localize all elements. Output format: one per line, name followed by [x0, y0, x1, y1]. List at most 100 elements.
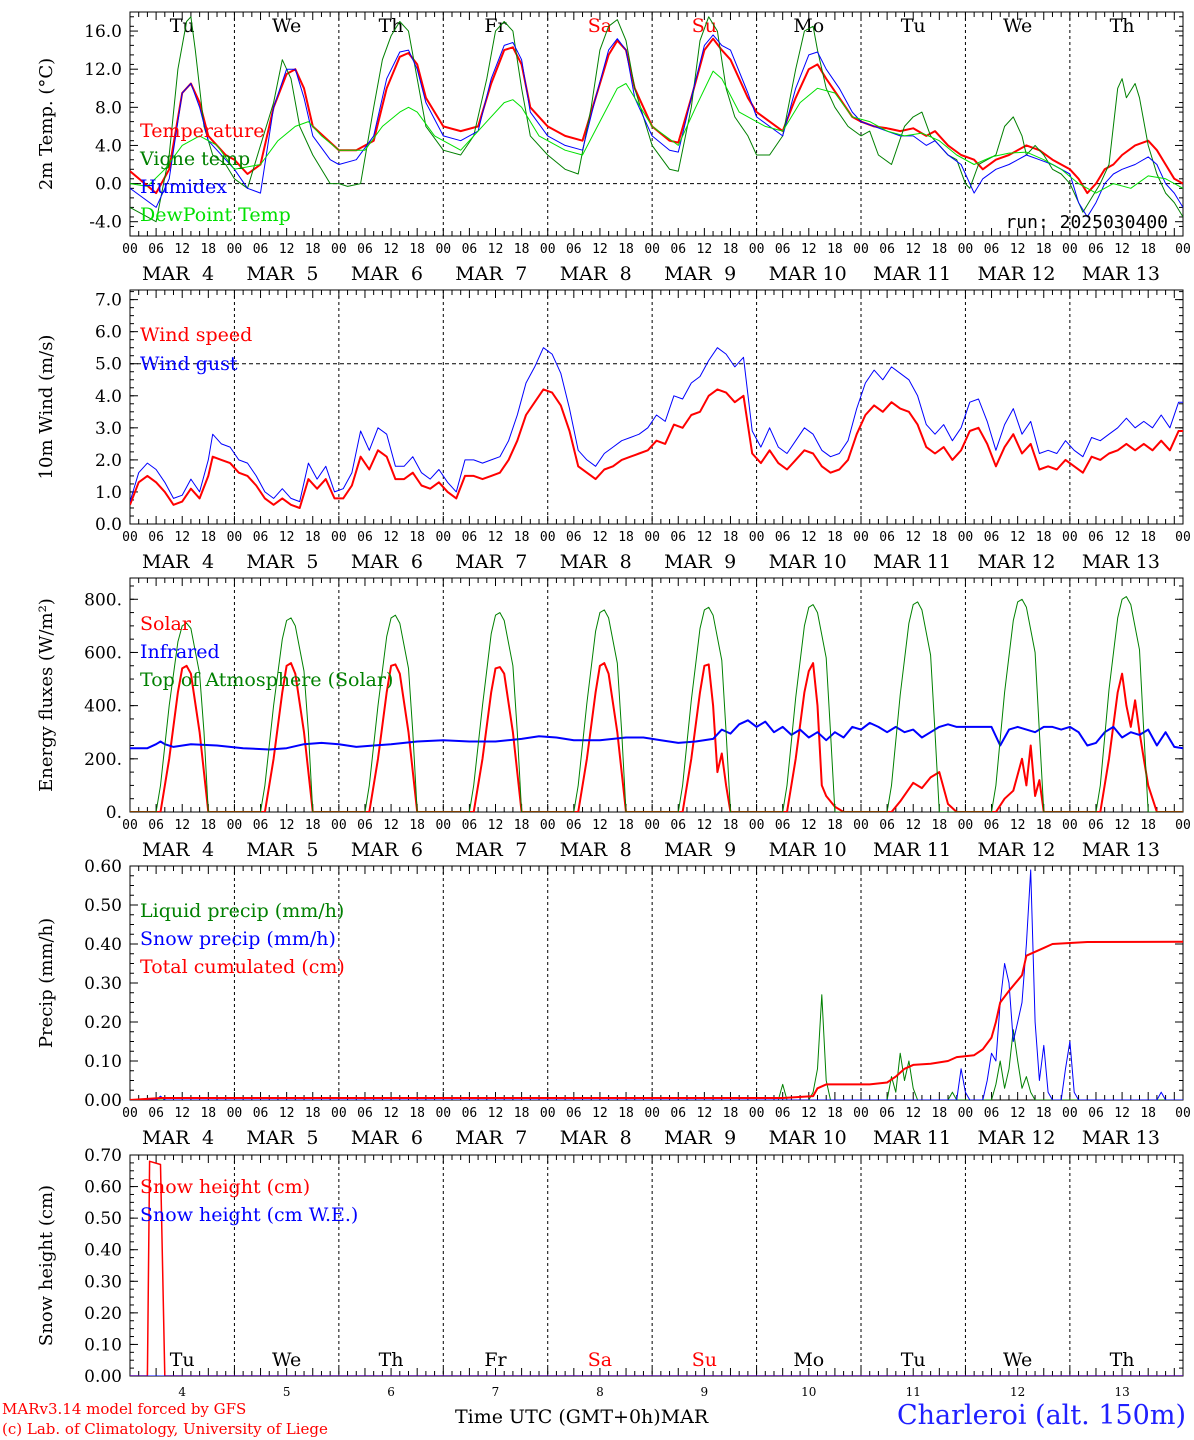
legend-entry: Snow precip (mm/h) [140, 928, 336, 950]
x-day-label: 12 [1031, 1127, 1055, 1149]
x-hour-label: 06 [148, 818, 164, 833]
x-day-label: 6 [411, 263, 423, 285]
y-tick-label: 16.0 [84, 22, 122, 42]
x-hour-label: 00 [958, 242, 974, 257]
x-month-label: MAR [560, 263, 608, 285]
legend-entry: Snow height (cm) [140, 1176, 310, 1198]
x-hour-label: 18 [932, 1106, 948, 1121]
x-month-label: MAR [246, 263, 294, 285]
series-line [130, 869, 1183, 1100]
y-tick-label: 0.40 [84, 1241, 122, 1261]
x-hour-label: 12 [592, 818, 608, 833]
panel-4: 0.00 0.10 0.20 0.30 0.40 0.50 0.60 Precip (mm/h… [36, 857, 1191, 1149]
x-hour-label: 12 [1114, 242, 1130, 257]
x-hour-label: 18 [1140, 818, 1156, 833]
x-day-label: 7 [515, 551, 527, 573]
x-month-label: MAR [560, 839, 608, 861]
x-hour-label: 00 [853, 242, 869, 257]
x-hour-label: 00 [853, 530, 869, 545]
x-month-label: MAR [769, 263, 817, 285]
x-month-label: MAR [246, 839, 294, 861]
x-month-label: MAR [769, 551, 817, 573]
y-tick-label: 0.70 [84, 1146, 122, 1166]
x-hour-label: 12 [1010, 818, 1026, 833]
x-hour-label: 12 [1010, 530, 1026, 545]
x-hour-label: 18 [932, 242, 948, 257]
x-hour-label: 00 [227, 242, 243, 257]
x-day-number: 7 [492, 1385, 500, 1399]
weekday-label: We [272, 1349, 301, 1371]
x-hour-label: 06 [879, 530, 895, 545]
plot-frame [129, 11, 1184, 237]
x-day-label: 9 [724, 1127, 736, 1149]
x-hour-label: 18 [723, 1106, 739, 1121]
x-hour-label: 00 [749, 530, 765, 545]
x-hour-label: 12 [592, 242, 608, 257]
x-hour-label: 12 [1114, 530, 1130, 545]
x-hour-label: 12 [383, 530, 399, 545]
y-tick-label: 0.30 [84, 1272, 122, 1292]
x-hour-label: 18 [1036, 242, 1052, 257]
x-hour-label: 12 [905, 530, 921, 545]
x-hour-label: 00 [853, 818, 869, 833]
weekday-label: Tu [901, 1349, 926, 1371]
x-hour-label: 06 [253, 818, 269, 833]
legend-entry: Wind gust [140, 353, 238, 375]
x-month-label: MAR [977, 551, 1025, 573]
x-hour-label: 00 [1062, 242, 1078, 257]
x-hour-label: 18 [1036, 818, 1052, 833]
x-hour-label: 18 [200, 242, 216, 257]
y-tick-label: 7.0 [95, 291, 122, 311]
x-month-label: MAR [455, 551, 503, 573]
y-tick-label: 0.00 [84, 1367, 122, 1387]
weekday-label: Th [379, 1349, 404, 1371]
panel-5: 0.00 0.10 0.20 0.30 0.40 0.50 0.60 0.70 Snow hei… [36, 1146, 1184, 1399]
x-month-label: MAR [1082, 839, 1130, 861]
x-hour-label: 12 [174, 530, 190, 545]
x-day-number: 8 [596, 1385, 604, 1399]
x-day-label: 4 [202, 1127, 214, 1149]
x-hour-label: 18 [305, 818, 321, 833]
x-hour-label: 12 [697, 242, 713, 257]
x-hour-label: 00 [122, 818, 138, 833]
x-hour-label: 00 [644, 530, 660, 545]
x-hour-label: 12 [174, 1106, 190, 1121]
x-month-label: MAR [351, 839, 399, 861]
x-hour-label: 12 [905, 1106, 921, 1121]
x-month-label: MAR [873, 551, 921, 573]
x-day-label: 11 [927, 263, 951, 285]
y-tick-label: 0.0 [95, 515, 122, 535]
x-month-label: MAR [455, 839, 503, 861]
x-hour-label: 06 [670, 242, 686, 257]
x-hour-label: 12 [801, 530, 817, 545]
legend-entry: DewPoint Temp [140, 204, 291, 226]
x-hour-label: 18 [514, 242, 530, 257]
x-hour-label: 06 [357, 818, 373, 833]
x-hour-label: 12 [697, 818, 713, 833]
legend-entry: Snow height (cm W.E.) [140, 1204, 358, 1226]
x-hour-label: 06 [775, 530, 791, 545]
legend-entry: Solar [140, 613, 192, 635]
x-hour-label: 12 [905, 818, 921, 833]
y-tick-label: 0.30 [84, 974, 122, 994]
x-hour-label: 06 [670, 1106, 686, 1121]
series-line [130, 37, 1183, 195]
x-day-label: 7 [515, 263, 527, 285]
x-hour-label: 06 [1088, 818, 1104, 833]
x-day-label: 5 [306, 1127, 318, 1149]
x-hour-label: 18 [1140, 1106, 1156, 1121]
x-month-label: MAR [769, 1127, 817, 1149]
weekday-label: We [272, 15, 301, 37]
y-tick-label: 0. [106, 803, 122, 823]
x-hour-label: 00 [1175, 1106, 1191, 1121]
x-hour-label: 18 [723, 242, 739, 257]
x-hour-label: 00 [958, 818, 974, 833]
series-line [130, 34, 1183, 218]
x-month-label: MAR [142, 551, 190, 573]
x-hour-label: 18 [827, 530, 843, 545]
x-hour-label: 06 [253, 530, 269, 545]
x-day-label: 7 [515, 1127, 527, 1149]
x-month-label: MAR [977, 263, 1025, 285]
x-hour-label: 00 [227, 818, 243, 833]
y-tick-label: 2.0 [95, 451, 122, 471]
